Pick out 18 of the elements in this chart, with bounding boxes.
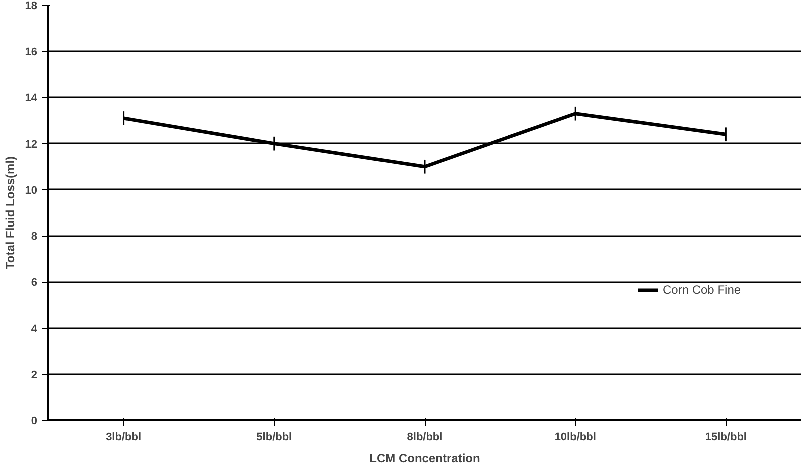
x-tick-label: 8lb/bbl xyxy=(407,432,443,444)
y-tick-label: 2 xyxy=(31,369,38,382)
x-tick-label: 10lb/bbl xyxy=(554,432,596,444)
y-tick-label: 4 xyxy=(31,323,38,336)
x-axis-title: LCM Concentration xyxy=(370,452,480,466)
y-tick-label: 10 xyxy=(25,184,38,197)
y-tick-label: 18 xyxy=(25,0,38,12)
y-tick-label: 0 xyxy=(31,416,38,428)
y-tick-label: 14 xyxy=(25,92,38,105)
y-tick-label: 16 xyxy=(25,46,38,59)
x-tick-label: 3lb/bbl xyxy=(106,432,142,444)
y-tick-label: 8 xyxy=(31,231,38,244)
y-tick-label: 6 xyxy=(31,277,38,290)
y-tick-label: 12 xyxy=(25,138,38,151)
legend-label: Corn Cob Fine xyxy=(663,283,742,297)
x-tick-label: 15lb/bbl xyxy=(705,432,747,444)
y-axis-title: Total Fluid Loss(ml) xyxy=(3,156,18,270)
x-tick-label: 5lb/bbl xyxy=(256,432,292,444)
